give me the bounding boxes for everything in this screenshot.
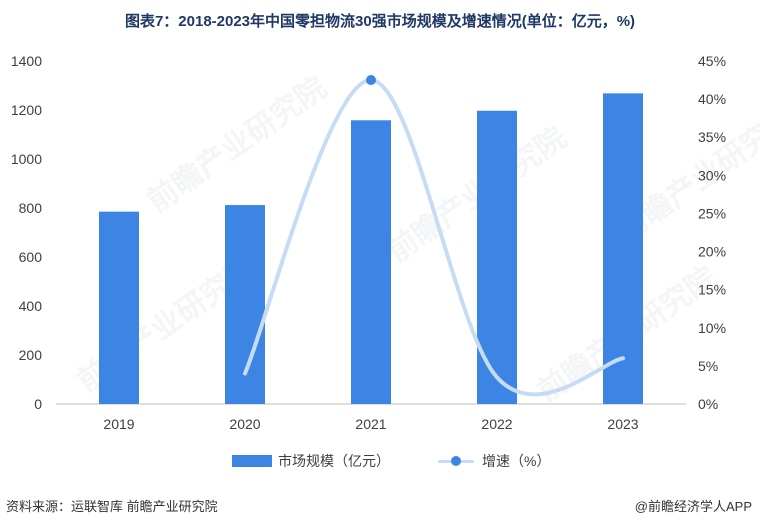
growth-line: [243, 78, 625, 397]
bar: [603, 93, 643, 404]
legend-label-bar: 市场规模（亿元）: [278, 453, 390, 469]
source-note: 资料来源：运联智库 前瞻产业研究院: [6, 499, 218, 514]
x-tick-label: 2022: [481, 416, 512, 432]
y-left-tick-label: 1200: [11, 102, 42, 118]
x-tick-label: 2021: [355, 416, 386, 432]
y-right-tick-label: 30%: [698, 167, 726, 183]
y-right-tick-label: 40%: [698, 91, 726, 107]
bar: [351, 120, 391, 404]
y-right-tick-label: 45%: [698, 53, 726, 69]
brand-credit: @前瞻经济学人APP: [634, 499, 752, 514]
legend-bar-swatch: [232, 455, 272, 467]
y-right-tick-label: 0%: [698, 396, 718, 412]
y-left-tick-label: 600: [19, 249, 43, 265]
bar: [477, 110, 517, 405]
growth-point: [366, 75, 376, 86]
y-left-tick-label: 1400: [11, 53, 42, 69]
footer: 资料来源：运联智库 前瞻产业研究院 @前瞻经济学人APP: [0, 496, 760, 518]
legend-label-line: 增速（%）: [482, 453, 551, 469]
y-right-tick-label: 10%: [698, 320, 726, 336]
y-right-tick-label: 25%: [698, 205, 726, 221]
x-tick-label: 2019: [103, 416, 134, 432]
legend-item-line: 增速（%）: [438, 451, 550, 471]
x-tick-label: 2020: [229, 416, 260, 432]
y-right-tick-label: 20%: [698, 244, 726, 260]
bar: [99, 211, 139, 404]
y-right-tick-label: 15%: [698, 282, 726, 298]
legend-line-swatch: [438, 455, 474, 467]
y-right-tick-label: 35%: [698, 129, 726, 145]
y-left-tick-label: 200: [19, 347, 43, 363]
y-left-tick-label: 800: [19, 200, 43, 216]
chart-area: 0 200 400 600 800 1000 1200 1400 0% 5% 10% 15% 20% 25…: [11, 53, 726, 432]
y-right-tick-label: 5%: [698, 358, 718, 374]
legend: 市场规模（亿元） 增速（%）: [232, 451, 598, 471]
y-left-tick-label: 400: [19, 298, 43, 314]
y-left-tick-label: 1000: [11, 151, 42, 167]
chart-title: 图表7：2018-2023年中国零担物流30强市场规模及增速情况(单位：亿元，%…: [124, 13, 636, 30]
legend-item-bar: 市场规模（亿元）: [232, 451, 390, 471]
x-tick-label: 2023: [607, 416, 638, 432]
y-left-tick-label: 0: [34, 396, 42, 412]
